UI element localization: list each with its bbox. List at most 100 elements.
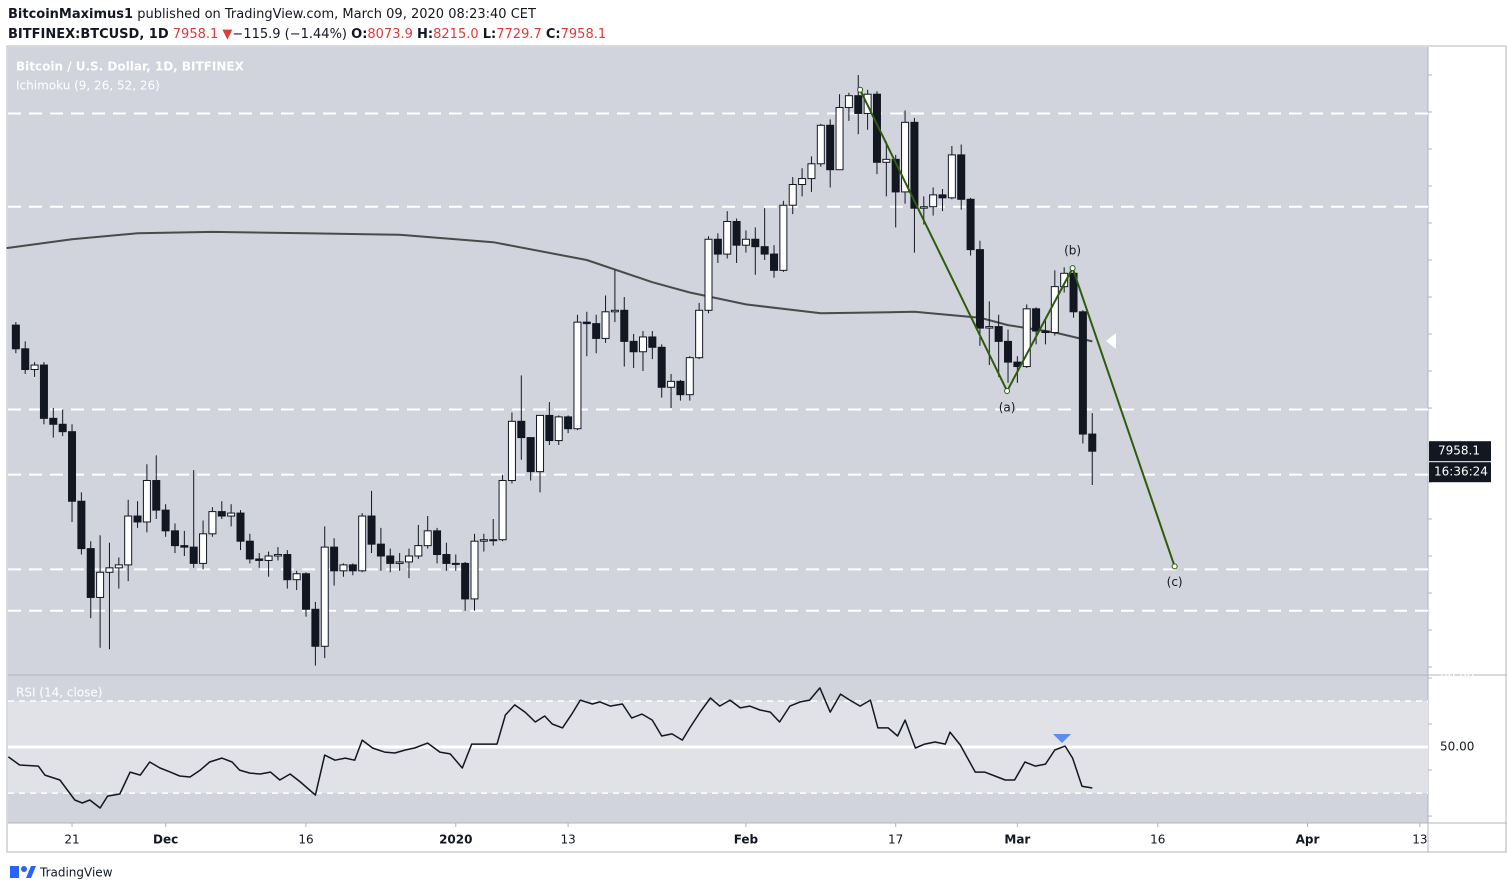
rsi-tick-label: 60.00 [1440, 717, 1474, 731]
last-price: 7958.1 [173, 27, 219, 42]
candle-body [283, 554, 292, 581]
wave-label: (a) [999, 400, 1016, 414]
signal-marker [1053, 734, 1071, 743]
logo-part [26, 866, 36, 878]
candle-body [564, 416, 573, 430]
candle-body [872, 93, 881, 163]
candle-body [901, 121, 910, 193]
candle-body [957, 154, 966, 200]
candle-body [386, 555, 395, 564]
y-tick-label: 7250.0 [1440, 549, 1482, 563]
candle-body [919, 206, 928, 209]
candle-body [498, 480, 507, 541]
x-tick-label: Feb [734, 833, 759, 847]
candle-body [21, 348, 30, 371]
candle-body [461, 562, 470, 600]
wave-line [859, 89, 1176, 567]
candle-body [816, 124, 825, 165]
candle-body [695, 309, 704, 359]
candle-body [68, 431, 77, 502]
y-tick-label: 10250.0 [1440, 104, 1490, 118]
candle-body [573, 321, 582, 430]
candle-body [96, 571, 105, 598]
symbol: BITFINEX:BTCUSD, 1D [8, 27, 169, 42]
candle-body [798, 178, 807, 185]
candle-body [985, 326, 994, 329]
high-label: H: [417, 27, 433, 42]
candle-body [826, 124, 835, 171]
candle-body [330, 546, 339, 572]
candle-body [470, 540, 479, 600]
candle-body [423, 530, 432, 547]
candle-body [751, 238, 760, 248]
candle-body [292, 573, 301, 581]
candle-body [517, 420, 526, 439]
candle-body [180, 545, 189, 548]
candle-body [1088, 433, 1097, 452]
candle-body [358, 515, 367, 572]
candle-body [723, 221, 732, 255]
author: BitcoinMaximus1 [8, 7, 133, 22]
candle-body [376, 543, 385, 557]
candle-body [105, 567, 114, 573]
candle-body [592, 323, 601, 339]
y-tick-label: 8250.0 [1440, 400, 1482, 414]
candle-body [404, 555, 413, 563]
candle-body [39, 364, 48, 419]
candle-body [610, 309, 619, 313]
rsi-tick-label: 40.00 [1440, 763, 1474, 777]
candle-body [161, 509, 170, 532]
candle-body [479, 539, 488, 542]
price-arrow [1106, 333, 1116, 349]
candle-body [882, 158, 891, 163]
change-arrow: ▼ [222, 27, 232, 42]
candle-body [414, 545, 423, 557]
candle-body [629, 340, 638, 353]
candle-body [676, 380, 685, 396]
candle-body [741, 238, 750, 246]
x-tick-label: 21 [64, 833, 79, 847]
x-tick-label: 17 [888, 833, 903, 847]
y-tick-label: 7500.0 [1440, 511, 1482, 525]
chart-title: Bitcoin / U.S. Dollar, 1D, BITFINEX [16, 60, 245, 74]
candle-body [732, 221, 741, 246]
candle-body [133, 515, 142, 523]
y-tick-label: 9000.0 [1440, 289, 1482, 303]
open-label: O: [351, 27, 367, 42]
candle-body [217, 511, 226, 517]
x-tick-label: 16 [1150, 833, 1165, 847]
candle-body [910, 121, 919, 209]
candle-body [1078, 311, 1087, 435]
candle-body [975, 249, 984, 329]
wave-point [1171, 563, 1178, 570]
candle-body [1060, 272, 1069, 288]
footer-brand: TradingView [39, 866, 113, 880]
logo-part [21, 866, 27, 872]
x-tick-label: 13 [1412, 833, 1427, 847]
candle-body [947, 154, 956, 199]
candle-body [236, 512, 245, 542]
candle-body [582, 321, 591, 325]
candle-body [49, 417, 58, 425]
candle-body [348, 564, 357, 572]
y-tick-label: 6500.0 [1440, 660, 1482, 674]
change: −115.9 (−1.44%) [232, 27, 347, 42]
candle-body [489, 539, 498, 542]
candle-body [929, 194, 938, 208]
candle-body [938, 194, 947, 199]
candle-body [844, 95, 853, 109]
candle-body [1050, 286, 1059, 334]
frame [6, 45, 1507, 853]
candle-body [545, 414, 554, 442]
y-tick-label: 9250.0 [1440, 252, 1482, 266]
candle-body [208, 511, 217, 535]
price-pane [8, 47, 1428, 675]
candle-body [788, 183, 797, 206]
candle-body [1022, 308, 1031, 368]
candle-body [58, 423, 67, 433]
candle-body [114, 564, 123, 569]
candle-body [245, 540, 254, 560]
y-tick-label: 6750.0 [1440, 623, 1482, 637]
candle-body [86, 548, 95, 598]
